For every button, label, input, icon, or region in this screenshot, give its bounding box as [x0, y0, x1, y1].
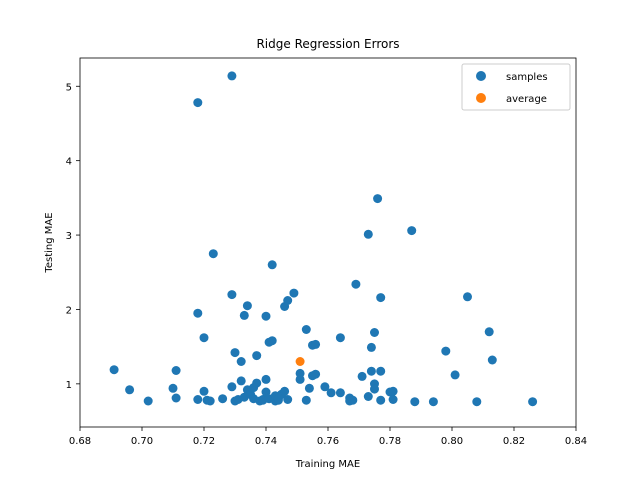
samples-point [304, 383, 314, 393]
samples-point [463, 292, 472, 302]
samples-point [261, 374, 271, 384]
x-tick-label: 0.68 [69, 436, 91, 447]
samples-point [230, 348, 240, 358]
samples-point [227, 290, 237, 300]
samples-point [373, 194, 383, 204]
samples-point [261, 311, 271, 321]
samples-point [301, 395, 311, 405]
samples-point [239, 310, 249, 320]
legend-label-samples: samples [506, 72, 548, 83]
samples-point [311, 369, 321, 379]
samples-point [227, 382, 237, 392]
samples-point [487, 355, 497, 365]
samples-point [208, 249, 218, 259]
samples-point [261, 387, 271, 397]
samples-point [168, 383, 178, 393]
x-tick-label: 0.76 [317, 436, 339, 447]
samples-point [376, 366, 386, 376]
samples-point [295, 374, 305, 384]
x-tick-label: 0.74 [255, 436, 277, 447]
samples-point [193, 308, 203, 318]
legend-box [461, 63, 571, 111]
samples-point [407, 226, 417, 236]
samples-point [472, 397, 482, 407]
samples-point [484, 327, 494, 337]
samples-point [227, 71, 237, 81]
x-tick-label: 0.82 [503, 436, 525, 447]
samples-point [193, 395, 203, 404]
samples-point [528, 397, 538, 407]
samples-point [252, 378, 262, 388]
samples-point [370, 328, 379, 337]
average-point [295, 357, 305, 366]
chart-title: Ridge Regression Errors [256, 37, 399, 51]
plot-area [109, 71, 538, 407]
samples-point [370, 384, 379, 394]
legend-marker-samples [476, 71, 486, 81]
x-tick-label: 0.80 [441, 436, 463, 447]
samples-point [376, 293, 386, 303]
legend-label-average: average [506, 94, 547, 105]
x-axis-label: Training MAE [295, 459, 360, 470]
samples-point [205, 396, 215, 406]
samples-point [171, 393, 181, 403]
legend-marker-average [476, 93, 486, 103]
samples-point [376, 395, 386, 405]
samples-point [351, 279, 361, 289]
samples-point [193, 98, 203, 108]
samples-point [109, 365, 119, 375]
samples-point [283, 395, 293, 404]
samples-point [335, 388, 345, 398]
samples-point [388, 395, 398, 404]
samples-point [320, 382, 330, 392]
samples-point [441, 346, 451, 356]
axes-frame [79, 57, 577, 428]
x-tick-label: 0.70 [131, 436, 153, 447]
samples-point [311, 339, 321, 349]
samples-point [236, 357, 246, 366]
samples-point [199, 333, 209, 343]
samples-point [388, 386, 398, 396]
samples-point [242, 301, 252, 311]
y-axis-label: Testing MAE [44, 212, 55, 273]
samples-point [366, 342, 376, 352]
samples-point [267, 260, 277, 270]
legend: samples average [461, 63, 571, 111]
samples-point [366, 366, 376, 376]
x-tick-label: 0.78 [379, 436, 401, 447]
x-axis-ticks: 0.68 0.70 0.72 0.74 0.76 0.78 0.80 0.82 0.84 [69, 427, 587, 447]
samples-point [357, 371, 367, 381]
y-tick-label: 2 [66, 305, 72, 316]
x-tick-label: 0.84 [565, 436, 587, 447]
samples-point [348, 395, 358, 405]
samples-point [171, 366, 181, 375]
samples-point [283, 296, 293, 305]
y-axis-ticks: 1 2 3 4 5 [66, 82, 80, 391]
samples-point [143, 396, 153, 406]
samples-point [410, 397, 420, 407]
samples-point [252, 351, 262, 361]
samples-point [450, 370, 460, 380]
samples-point [218, 394, 228, 404]
y-tick-label: 5 [66, 82, 72, 93]
samples-point [363, 392, 373, 401]
samples-point [428, 397, 438, 407]
samples-point [335, 333, 345, 343]
samples-point [280, 386, 290, 396]
y-tick-label: 1 [66, 380, 72, 391]
samples-point [125, 385, 135, 395]
samples-point [301, 325, 311, 334]
samples-point [363, 229, 373, 239]
x-tick-label: 0.72 [193, 436, 215, 447]
samples-point [326, 388, 336, 398]
samples-point [236, 376, 246, 386]
y-tick-label: 3 [66, 231, 72, 242]
y-tick-label: 4 [66, 157, 72, 168]
samples-point [289, 288, 299, 298]
samples-point [199, 386, 209, 396]
samples-point [267, 336, 277, 346]
